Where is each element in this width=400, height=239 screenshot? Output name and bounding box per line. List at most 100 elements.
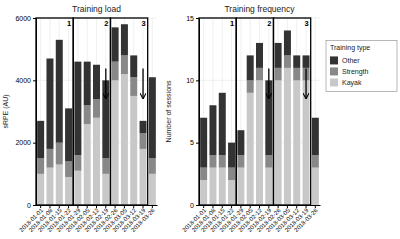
series <box>200 30 319 167</box>
bar <box>112 27 119 61</box>
x-tick: 2018-03-26 <box>293 205 319 233</box>
bar <box>219 93 226 155</box>
series <box>37 55 156 177</box>
bar <box>275 80 282 205</box>
group-label: 3 <box>305 19 309 28</box>
bar <box>256 43 263 68</box>
bar <box>256 68 263 80</box>
bar <box>284 68 291 205</box>
legend-title: Training type <box>330 44 370 52</box>
bar <box>209 168 216 205</box>
group-box <box>36 18 73 205</box>
title: Training load <box>72 4 121 14</box>
legend-frame <box>326 40 397 91</box>
x-tick: 2018-03-26 <box>130 205 156 233</box>
y-tick: 0 <box>27 202 36 209</box>
legend-swatch <box>330 56 338 64</box>
group-label: 1 <box>230 19 234 28</box>
bar <box>247 93 254 205</box>
group-box <box>73 18 110 205</box>
y-tick-label: 4000 <box>15 77 31 84</box>
bar <box>284 30 291 55</box>
bar <box>56 40 63 143</box>
y-axis: 0200040006000 <box>15 15 36 209</box>
bar <box>93 118 100 205</box>
bars <box>200 30 319 205</box>
title: Training frequency <box>224 4 295 14</box>
bar <box>200 168 207 180</box>
bar <box>149 174 156 205</box>
bar <box>112 80 119 205</box>
y-tick: 15 <box>186 15 199 22</box>
y-tick: 6000 <box>15 15 36 22</box>
y-axis: 0 5 10 15 <box>186 15 199 209</box>
arrow <box>268 68 269 98</box>
y-tick-label: 15 <box>186 15 194 22</box>
arrow <box>142 68 143 98</box>
series <box>37 24 156 161</box>
group-box <box>199 18 236 205</box>
bar <box>84 124 91 205</box>
bar <box>303 80 310 205</box>
y-axis-line <box>33 19 37 206</box>
bar <box>56 164 63 205</box>
group-box <box>236 18 273 205</box>
bar <box>293 55 300 67</box>
y-tick-label: 6000 <box>15 15 31 22</box>
y-tick-mark <box>33 205 36 206</box>
bar <box>93 99 100 118</box>
bar <box>130 96 137 205</box>
bar <box>84 62 91 106</box>
series <box>200 55 319 180</box>
bar <box>65 108 72 161</box>
y-tick: 4000 <box>15 77 36 84</box>
bar <box>84 105 91 124</box>
bar <box>130 77 137 96</box>
y-tick-mark <box>196 18 199 19</box>
bar <box>93 65 100 99</box>
bar <box>275 43 282 68</box>
bar <box>74 171 81 205</box>
y-tick-label: 10 <box>186 77 194 84</box>
y-axis-line <box>196 19 200 206</box>
bar <box>275 68 282 80</box>
bars <box>37 24 156 205</box>
bar <box>228 168 235 180</box>
bar <box>312 155 319 167</box>
bar <box>121 55 128 74</box>
bar <box>284 55 291 67</box>
legend-label: Other <box>342 57 360 64</box>
bar <box>112 62 119 81</box>
bar <box>228 143 235 168</box>
panel: 12302000400060002018-01-012018-01-082018… <box>2 4 158 233</box>
y-tick-label: 0 <box>190 202 194 209</box>
bar <box>219 155 226 167</box>
series <box>200 68 319 205</box>
bar <box>37 121 44 158</box>
bar <box>121 24 128 55</box>
bar <box>200 180 207 205</box>
y-tick: 10 <box>186 77 199 84</box>
group-label: 2 <box>104 19 108 28</box>
bar <box>247 55 254 80</box>
bar <box>237 155 244 167</box>
group-boxes: 123 <box>199 18 311 205</box>
bar <box>293 80 300 205</box>
bar <box>130 55 137 77</box>
bar <box>209 155 216 167</box>
legend-label: Strength <box>342 68 369 76</box>
y-tick: 5 <box>190 139 199 146</box>
bar <box>74 62 81 156</box>
bar <box>46 168 53 205</box>
x-axis: 2018-01-012018-01-082018-01-152018-01-22… <box>18 205 157 233</box>
legend-label: Kayak <box>342 79 362 87</box>
bar <box>256 80 263 205</box>
bar <box>200 118 207 168</box>
group-label: 1 <box>67 19 71 28</box>
bar <box>37 174 44 205</box>
y-tick-mark <box>196 80 199 81</box>
legend: Training type Other Strength Kayak <box>326 40 397 91</box>
legend-swatch <box>330 67 338 75</box>
bar <box>74 155 81 171</box>
bar <box>312 168 319 205</box>
